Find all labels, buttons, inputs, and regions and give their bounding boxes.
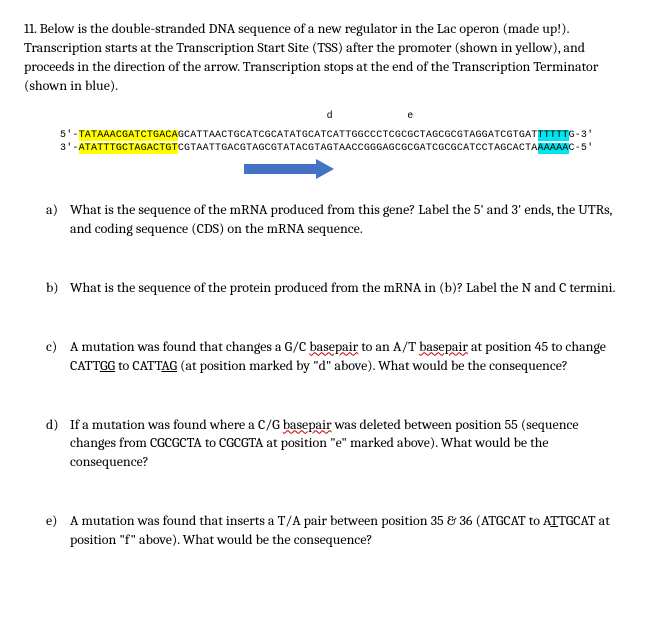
part-c-text: A mutation was found that changes a G/C … [70, 338, 626, 376]
transcription-arrow [244, 161, 626, 177]
part-d-text: If a mutation was found where a C/G base… [70, 416, 626, 473]
part-a-text: What is the sequence of the mRNA produce… [70, 201, 626, 239]
part-a: a) What is the sequence of the mRNA prod… [46, 201, 626, 239]
part-a-label: a) [46, 201, 70, 239]
part-e-text: A mutation was found that inserts a T/A … [70, 512, 626, 550]
part-e: e) A mutation was found that inserts a T… [46, 512, 626, 550]
part-c-label: c) [46, 338, 70, 376]
part-b: b) What is the sequence of the protein p… [46, 279, 626, 298]
part-d: d) If a mutation was found where a C/G b… [46, 416, 626, 473]
terminator-highlight-bottom: AAAAA [538, 143, 569, 154]
dna-sequence: 5'-TATAAACGATCTGACAGCATTAACTGCATCGCATATG… [60, 129, 626, 155]
promoter-highlight-bottom: ATATTTGCTAGACTGT [79, 143, 178, 154]
squiggle: basepair [419, 338, 468, 355]
terminator-highlight-top: TTTTT [538, 130, 569, 141]
part-b-label: b) [46, 279, 70, 298]
part-b-text: What is the sequence of the protein prod… [70, 279, 626, 298]
promoter-highlight-top: TATAAACGATCTGACA [79, 130, 178, 141]
squiggle: basepair [283, 416, 332, 433]
position-markers: d e [60, 110, 626, 124]
part-d-label: d) [46, 416, 70, 473]
part-c: c) A mutation was found that changes a G… [46, 338, 626, 376]
part-e-label: e) [46, 512, 70, 550]
squiggle: basepair [309, 338, 358, 355]
question-stem: 11. Below is the double-stranded DNA seq… [24, 20, 626, 96]
